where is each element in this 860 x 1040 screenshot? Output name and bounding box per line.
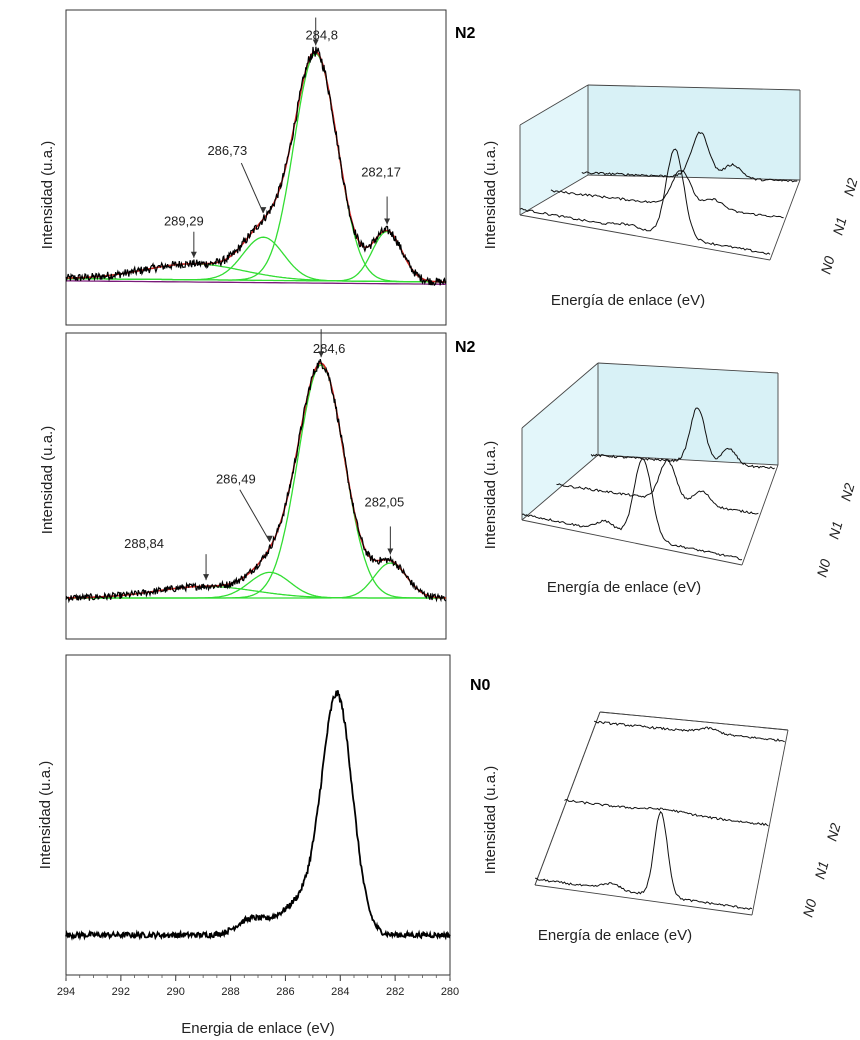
x-tick-label: 280	[441, 986, 459, 998]
x-tick-label: 290	[167, 986, 185, 998]
panel-3-ylabel: Intensidad (u.a.)	[37, 761, 54, 869]
arrow-head	[384, 218, 391, 225]
inset-box-edge	[599, 711, 789, 731]
panel-3-xlabel: Energia de enlace (eV)	[181, 1020, 334, 1037]
inset-trace-1	[550, 170, 784, 219]
annotation-arrow	[240, 162, 264, 214]
inset-2-3d-plot	[521, 362, 779, 566]
panel-3-x-axis: 294 292 290 288 286 284 282 280	[57, 975, 459, 998]
inset-1-3d-plot	[519, 84, 801, 261]
annotation-label: 284,6	[313, 341, 346, 356]
x-tick-label: 288	[221, 986, 239, 998]
inset-back-wall	[588, 85, 800, 180]
inset-box-edge	[741, 464, 779, 566]
arrow-head	[387, 548, 394, 555]
panel-1-curves	[65, 46, 447, 287]
panel-2: 284,6 286,49 282,05 288,84 Intensidad (u.a.…	[39, 329, 476, 640]
panel-3-curves	[65, 690, 451, 941]
inset-box-edge	[534, 711, 601, 886]
inset-2-series-n1: N1	[825, 519, 845, 540]
x-tick-label: 292	[112, 986, 130, 998]
panel-1: 284,8 286,73 282,17 289,29 Intensidad (u.a.…	[39, 9, 476, 326]
x-tick-label: 286	[276, 986, 294, 998]
inset-box-edge	[587, 84, 801, 91]
inset-trace-0	[534, 810, 753, 910]
annotation-label: 282,17	[361, 165, 401, 180]
annotation-arrow	[239, 489, 271, 542]
raw-spectrum	[65, 46, 447, 287]
x-tick-label: 294	[57, 986, 75, 998]
panel-3-frame	[65, 654, 451, 976]
inset-3-ylabel: Intensidad (u.a.)	[482, 766, 499, 874]
inset-trace-1	[556, 459, 759, 515]
arrow-head	[190, 251, 197, 258]
inset-side-wall	[520, 85, 588, 215]
annotation-label: 286,49	[216, 472, 256, 487]
inset-trace-0	[519, 148, 771, 255]
x-tick-label: 284	[331, 986, 349, 998]
raw-spectrum	[65, 358, 447, 604]
panel-2-tag: N2	[455, 339, 476, 356]
inset-3-series-n1: N1	[811, 859, 831, 880]
inset-box-edge	[521, 519, 743, 566]
arrow-head	[266, 535, 273, 542]
inset-3-3d-plot	[534, 711, 789, 916]
panel-1-ylabel: Intensidad (u.a.)	[39, 141, 56, 249]
inset-box-edge	[519, 174, 589, 216]
inset-trace-1	[564, 798, 769, 827]
inset-trace-2	[593, 720, 785, 743]
inset-1-series-n2: N2	[840, 176, 860, 198]
inset-box-edge	[519, 214, 771, 261]
x-tick-label: 282	[386, 986, 404, 998]
inset-box-edge	[751, 729, 789, 916]
panel-1-annotations: 284,8 286,73 282,17 289,29	[164, 17, 401, 258]
inset-box-edge	[519, 84, 589, 126]
inset-2-series-n0: N0	[813, 557, 833, 579]
inset-trace-0	[521, 457, 743, 561]
inset-3-xlabel: Energía de enlace (eV)	[538, 927, 692, 944]
inset-trace-2	[590, 407, 775, 470]
panel-2-annotations: 284,6 286,49 282,05 288,84	[124, 329, 404, 581]
inset-box-edge	[597, 362, 779, 374]
annotation-label: 282,05	[364, 494, 404, 509]
inset-2-series-n2: N2	[837, 481, 857, 503]
inset-1-ylabel: Intensidad (u.a.)	[482, 141, 499, 249]
panel-3: 294 292 290 288 286 284 282 280 Intensidad (u.a…	[37, 654, 491, 1037]
panel-2-ylabel: Intensidad (u.a.)	[39, 426, 56, 534]
inset-back-wall	[598, 363, 778, 465]
inset-3-series-n2: N2	[823, 821, 843, 843]
inset-floor	[522, 455, 778, 565]
inset-trace-2	[581, 131, 798, 183]
inset-1-series-n0: N0	[817, 254, 837, 276]
annotation-label: 286,73	[207, 143, 247, 158]
panel-1-tag: N2	[455, 25, 476, 42]
inset-floor	[520, 175, 800, 260]
inset-box-edge	[521, 362, 599, 429]
annotation-label: 288,84	[124, 536, 164, 551]
inset-3-series-n0: N0	[799, 897, 819, 919]
panel-2-frame	[65, 332, 447, 640]
arrow-head	[203, 574, 210, 581]
arrow-head	[312, 39, 319, 46]
raw-spectrum	[65, 690, 451, 941]
panel-3-tag: N0	[470, 677, 491, 694]
arrow-head	[318, 351, 325, 358]
annotation-label: 284,8	[305, 28, 338, 43]
inset-box-edge	[587, 174, 801, 181]
annotation-label: 289,29	[164, 214, 204, 229]
panel-2-curves	[65, 358, 447, 604]
inset-1-xlabel: Energía de enlace (eV)	[551, 292, 705, 309]
inset-2-ylabel: Intensidad (u.a.)	[482, 441, 499, 549]
inset-box-edge	[769, 179, 801, 261]
background-line	[66, 280, 447, 285]
arrow-head	[260, 207, 267, 214]
inset-2-xlabel: Energía de enlace (eV)	[547, 579, 701, 596]
component-peak-2	[66, 230, 446, 283]
inset-1-series-n1: N1	[829, 215, 849, 236]
inset-box-edge	[534, 884, 753, 916]
inset-box-edge	[521, 454, 599, 521]
inset-side-wall	[522, 363, 598, 520]
